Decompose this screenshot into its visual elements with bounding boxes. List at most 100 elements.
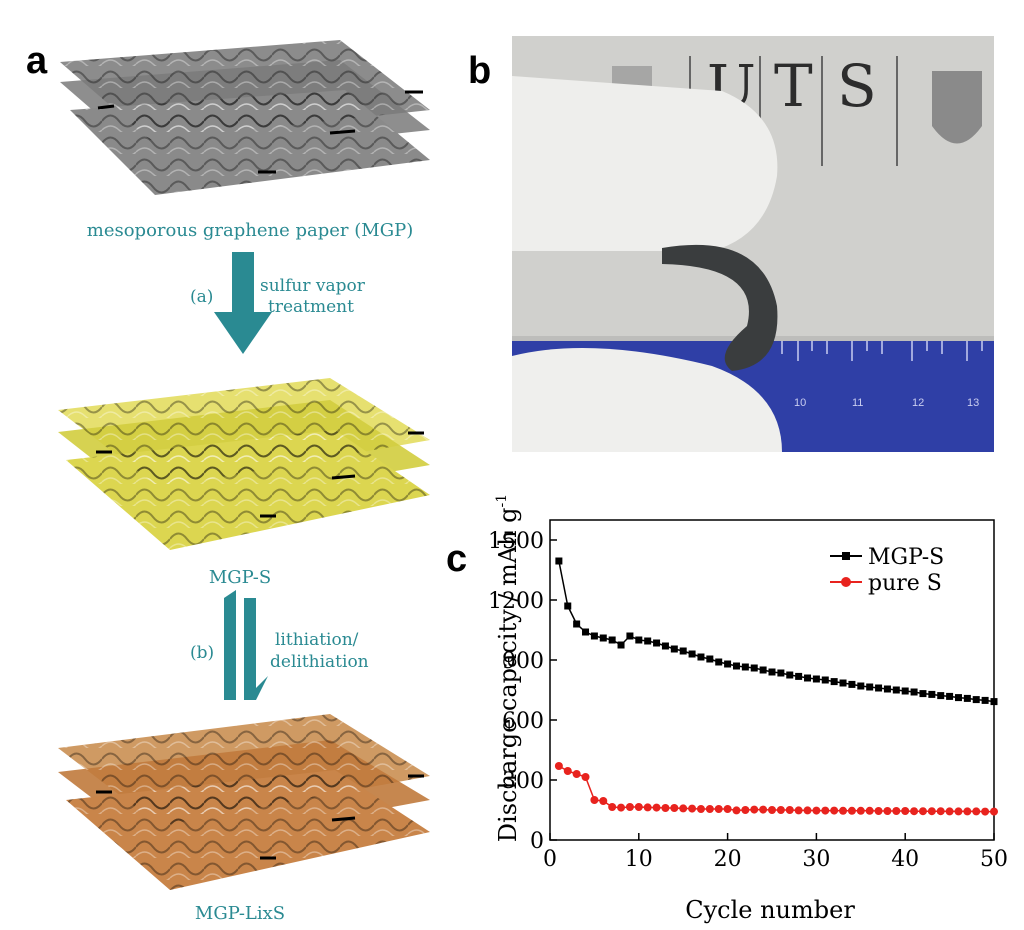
data-point-1: [839, 806, 848, 815]
sign-letter-s: S: [837, 52, 877, 120]
data-point-1: [954, 807, 963, 816]
data-point-1: [670, 804, 679, 812]
process-arrow-a-head: [214, 312, 272, 354]
data-point-1: [759, 805, 768, 814]
mgp-sheet: [60, 40, 430, 195]
series-line-1: [558, 765, 994, 813]
stage2-label: MGP-S: [208, 567, 272, 588]
panel-label-a: a: [26, 40, 48, 82]
data-point-1: [581, 773, 590, 781]
data-point-1: [910, 807, 919, 816]
y-tick-label: 300: [502, 769, 544, 794]
data-point-0: [928, 690, 936, 698]
legend-marker-pures: [841, 577, 851, 587]
data-point-0: [564, 602, 572, 610]
plot-frame: [549, 519, 995, 841]
data-point-1: [563, 767, 572, 775]
photo-panel: U T S 10 11 12 13: [512, 36, 994, 452]
data-point-0: [590, 632, 598, 640]
data-point-0: [670, 645, 678, 653]
legend-marker-mgps: [842, 552, 850, 560]
ruler-number-11: 11: [852, 397, 863, 409]
panel-label-b: b: [468, 50, 492, 92]
data-point-1: [945, 807, 954, 816]
y-axis-label: Discharge capacity / mAh g-1: [494, 494, 522, 842]
data-point-1: [590, 796, 599, 804]
x-tick-label: 20: [714, 847, 742, 872]
x-tick-label: 10: [625, 847, 653, 872]
data-point-1: [617, 803, 626, 812]
step-b-tag: (b): [190, 643, 215, 663]
data-point-0: [697, 653, 705, 661]
data-point-0: [946, 692, 954, 700]
data-point-0: [608, 636, 616, 644]
data-point-1: [847, 806, 856, 815]
data-point-1: [679, 804, 688, 813]
data-point-0: [981, 696, 989, 704]
data-point-0: [617, 641, 625, 649]
data-point-0: [910, 688, 918, 696]
step-a-text-2: treatment: [268, 297, 354, 317]
data-point-0: [821, 676, 829, 684]
data-point-1: [608, 803, 617, 811]
data-point-1: [794, 806, 803, 815]
crest-icon: [932, 71, 982, 144]
x-tick-label: 40: [891, 847, 919, 872]
data-point-1: [776, 806, 785, 814]
data-point-1: [892, 807, 901, 815]
graphene-paper-strip: [662, 244, 778, 371]
data-point-1: [661, 804, 670, 812]
step-b-text-1: lithiation/: [275, 630, 359, 650]
data-point-1: [856, 806, 865, 815]
capacity-chart: 0 10 20 30 40 50 0 300 600 900 1200 1500 Cycle numb…: [488, 494, 1008, 924]
data-point-0: [750, 664, 758, 672]
data-point-0: [857, 682, 865, 690]
data-point-0: [866, 683, 874, 691]
data-point-0: [795, 672, 803, 680]
legend-label-mgps: MGP-S: [868, 545, 944, 570]
data-point-1: [812, 806, 821, 815]
data-point-0: [653, 639, 661, 647]
data-point-1: [768, 806, 776, 814]
data-point-1: [927, 807, 936, 816]
schematic-panel: [58, 40, 430, 890]
data-point-1: [634, 803, 643, 811]
data-point-0: [706, 655, 714, 663]
data-point-1: [705, 805, 714, 813]
sign-letter-t: T: [774, 52, 813, 120]
data-point-0: [839, 679, 847, 687]
reversible-arrow: [224, 590, 268, 700]
data-point-0: [724, 660, 732, 668]
data-point-0: [644, 637, 652, 645]
data-point-1: [785, 806, 794, 814]
data-point-0: [786, 671, 794, 679]
data-point-1: [981, 807, 990, 816]
step-b-text-2: delithiation: [270, 652, 369, 672]
data-point-0: [732, 662, 740, 670]
y-tick-label: 1200: [488, 589, 544, 614]
data-point-1: [865, 806, 874, 815]
step-a-text-1: sulfur vapor: [260, 276, 365, 296]
data-point-0: [875, 684, 883, 692]
data-point-1: [714, 805, 723, 813]
data-point-0: [937, 692, 945, 700]
data-point-1: [874, 807, 883, 815]
ruler-number-13: 13: [967, 397, 979, 409]
data-point-0: [892, 686, 900, 694]
data-point-0: [848, 680, 856, 688]
x-axis-label: Cycle number: [685, 896, 855, 924]
y-tick-label: 600: [502, 709, 544, 734]
data-point-1: [821, 806, 830, 815]
glove-finger-top: [512, 76, 778, 251]
y-tick-label: 0: [530, 829, 544, 854]
stage1-label: mesoporous graphene paper (MGP): [86, 220, 414, 241]
data-point-0: [759, 666, 767, 674]
data-point-1: [803, 806, 812, 815]
data-point-0: [573, 620, 581, 628]
process-arrow-a: [232, 252, 254, 314]
data-point-1: [625, 803, 634, 811]
data-point-1: [972, 807, 981, 816]
data-point-1: [723, 805, 732, 813]
stage3-label: MGP-LixS: [194, 903, 286, 924]
data-point-0: [768, 668, 776, 676]
